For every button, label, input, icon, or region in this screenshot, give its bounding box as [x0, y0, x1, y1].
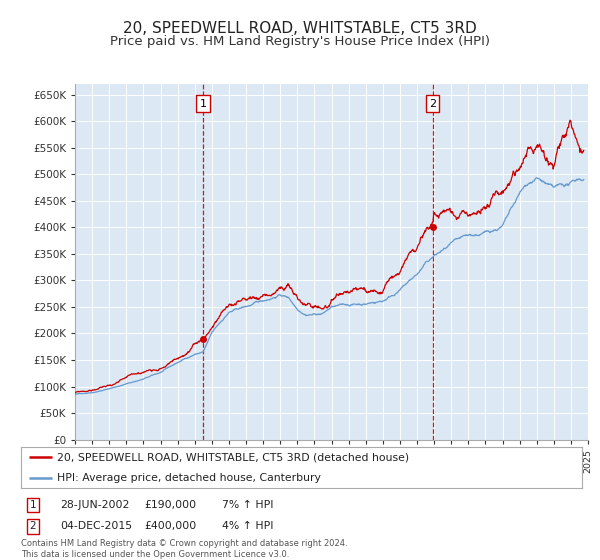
Text: 7% ↑ HPI: 7% ↑ HPI: [222, 500, 274, 510]
Text: 20, SPEEDWELL ROAD, WHITSTABLE, CT5 3RD (detached house): 20, SPEEDWELL ROAD, WHITSTABLE, CT5 3RD …: [58, 452, 410, 462]
Text: 4% ↑ HPI: 4% ↑ HPI: [222, 521, 274, 531]
Text: 1: 1: [200, 99, 206, 109]
Text: 20, SPEEDWELL ROAD, WHITSTABLE, CT5 3RD: 20, SPEEDWELL ROAD, WHITSTABLE, CT5 3RD: [123, 21, 477, 36]
Text: £190,000: £190,000: [144, 500, 196, 510]
Text: £400,000: £400,000: [144, 521, 196, 531]
Text: Price paid vs. HM Land Registry's House Price Index (HPI): Price paid vs. HM Land Registry's House …: [110, 35, 490, 48]
Text: HPI: Average price, detached house, Canterbury: HPI: Average price, detached house, Cant…: [58, 473, 322, 483]
Text: 28-JUN-2002: 28-JUN-2002: [60, 500, 130, 510]
Text: 1: 1: [29, 500, 37, 510]
Text: 04-DEC-2015: 04-DEC-2015: [60, 521, 132, 531]
Text: 2: 2: [429, 99, 436, 109]
Text: 2: 2: [29, 521, 37, 531]
Text: Contains HM Land Registry data © Crown copyright and database right 2024.
This d: Contains HM Land Registry data © Crown c…: [21, 539, 347, 559]
